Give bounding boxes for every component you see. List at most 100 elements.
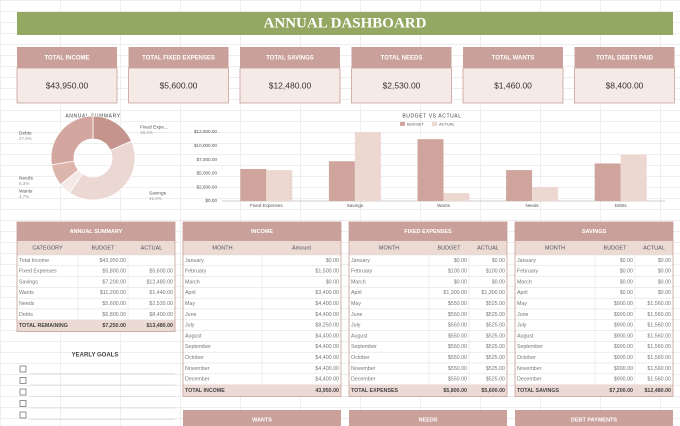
legend-swatch bbox=[400, 122, 405, 126]
column-header: MONTH bbox=[379, 245, 399, 251]
pie-label: Debts bbox=[19, 130, 32, 136]
kpi-label: TOTAL SAVINGS bbox=[266, 56, 314, 62]
table-total-row bbox=[183, 384, 341, 397]
legend-label: ACTUAL bbox=[439, 121, 456, 126]
table-border bbox=[514, 221, 674, 397]
table-title: INCOME bbox=[251, 229, 273, 235]
table-cell: $1,300.00 bbox=[481, 290, 505, 296]
pie-label: Wants bbox=[19, 188, 33, 194]
table-cell: $0.00 bbox=[620, 290, 633, 296]
bar bbox=[417, 139, 444, 201]
kpi-value: $5,600.00 bbox=[160, 80, 198, 90]
table-cell: $550.00 bbox=[448, 377, 467, 383]
x-tick-label: Fixed Expenses bbox=[250, 203, 283, 208]
table-title-bar bbox=[515, 222, 673, 241]
section-header bbox=[515, 410, 673, 426]
table-total-row bbox=[349, 384, 507, 397]
table-cell: $900.00 bbox=[614, 323, 633, 329]
bar bbox=[620, 154, 647, 201]
table-cell: $100.00 bbox=[486, 269, 505, 275]
table-cell: $8,400.00 bbox=[149, 312, 173, 318]
table-row bbox=[348, 351, 508, 364]
kpi-header bbox=[128, 47, 229, 68]
table-cell: $525.00 bbox=[486, 366, 505, 372]
table-cell: $1,560.00 bbox=[647, 344, 671, 350]
pie-label: Savings bbox=[149, 190, 167, 196]
table-cell: $0.00 bbox=[454, 279, 467, 285]
table-row bbox=[514, 287, 674, 299]
table-cell: $1,560.00 bbox=[647, 377, 671, 383]
table-cell: $2,530.00 bbox=[149, 301, 173, 307]
goals-title: YEARLY GOALS bbox=[72, 353, 119, 359]
kpi-value-box bbox=[239, 67, 341, 104]
pie-label: Fixed Expe... bbox=[140, 124, 168, 130]
table-border bbox=[16, 221, 176, 332]
table-row bbox=[348, 297, 508, 310]
kpi-value: $12,480.00 bbox=[269, 80, 312, 90]
table-cell: March bbox=[351, 279, 366, 285]
table-cell: $550.00 bbox=[448, 344, 467, 350]
table-cell: $1,560.00 bbox=[647, 312, 671, 318]
table-column-header bbox=[17, 241, 175, 255]
table-cell: $550.00 bbox=[448, 323, 467, 329]
table-cell: $6,800.00 bbox=[102, 312, 126, 318]
table-row bbox=[348, 319, 508, 331]
table-cell: December bbox=[185, 377, 210, 383]
section-title: WANTS bbox=[252, 417, 272, 423]
table-cell: $4,400.00 bbox=[315, 301, 339, 307]
table-title: FIXED EXPENSES bbox=[404, 229, 452, 235]
bar bbox=[506, 170, 533, 201]
table-column-header bbox=[515, 241, 673, 255]
table-cell: $4,400.00 bbox=[315, 333, 339, 339]
table-cell: $7,200.00 bbox=[102, 279, 126, 285]
goal-checkbox bbox=[19, 377, 27, 384]
table-border bbox=[348, 221, 508, 397]
kpi-value-box bbox=[351, 67, 452, 104]
table-cell: October bbox=[517, 355, 536, 361]
table-total-row bbox=[515, 384, 673, 397]
table-cell: $4,400.00 bbox=[315, 312, 339, 318]
table-cell: $4,400.00 bbox=[315, 355, 339, 361]
y-tick-label: $0.00 bbox=[206, 198, 218, 203]
table-total-cell: $7,250.00 bbox=[102, 323, 126, 329]
table-title-bar bbox=[17, 222, 175, 241]
table-cell: $0.00 bbox=[454, 258, 467, 264]
table-total-cell: $12,480.00 bbox=[644, 388, 671, 394]
table-cell: $550.00 bbox=[448, 301, 467, 307]
y-tick-label: $12,500.00 bbox=[194, 129, 217, 134]
table-total-cell: TOTAL EXPENSES bbox=[351, 388, 399, 394]
column-header: ACTUAL bbox=[141, 245, 163, 251]
table-total-cell: $13,480.00 bbox=[146, 323, 173, 329]
y-tick-label: $5,000.00 bbox=[197, 171, 218, 176]
table-total-cell: $7,200.00 bbox=[609, 388, 633, 394]
bar bbox=[328, 161, 355, 201]
table-cell: $525.00 bbox=[486, 333, 505, 339]
table-cell: July bbox=[351, 323, 361, 329]
table-cell: August bbox=[351, 333, 368, 339]
bar bbox=[532, 187, 559, 201]
kpi-value-box bbox=[462, 67, 564, 104]
table-cell: $0.00 bbox=[326, 279, 339, 285]
table-cell: $0.00 bbox=[492, 279, 505, 285]
table-cell: $900.00 bbox=[614, 366, 633, 372]
table-cell: $0.00 bbox=[658, 269, 671, 275]
table-cell: Total Income bbox=[19, 258, 49, 264]
table-cell: $12,480.00 bbox=[146, 279, 173, 285]
table-cell: April bbox=[351, 290, 362, 296]
column-header: BUDGET bbox=[92, 245, 116, 251]
table-row bbox=[514, 254, 674, 267]
kpi-label: TOTAL NEEDS bbox=[381, 56, 423, 62]
table-cell: $4,400.00 bbox=[315, 377, 339, 383]
section-header bbox=[349, 410, 507, 426]
table-cell: $11,200.00 bbox=[100, 290, 126, 296]
table-cell: Debts bbox=[19, 312, 33, 318]
pie-value-label: 18.4% bbox=[140, 130, 153, 135]
column-header: CATEGORY bbox=[32, 245, 63, 251]
table-total-row bbox=[17, 319, 175, 332]
table-cell: $1,440.00 bbox=[149, 290, 173, 296]
kpi-value: $1,460.00 bbox=[494, 80, 532, 90]
section-title: DEBT PAYMENTS bbox=[571, 417, 617, 423]
table-cell: $0.00 bbox=[620, 258, 633, 264]
table-cell: $550.00 bbox=[448, 366, 467, 372]
table-cell: December bbox=[351, 377, 376, 383]
